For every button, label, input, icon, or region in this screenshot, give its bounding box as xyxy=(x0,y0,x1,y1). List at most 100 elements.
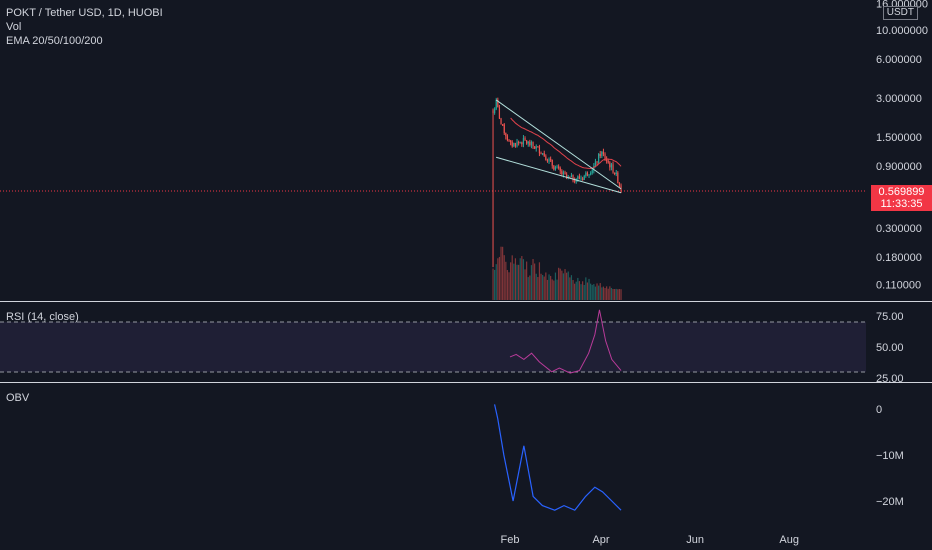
candle-body xyxy=(558,166,560,168)
volume-bar xyxy=(583,284,585,300)
volume-bar xyxy=(542,274,544,300)
chart-legend: POKT / Tether USD, 1D, HUOBI Vol EMA 20/… xyxy=(6,6,163,48)
candle-body xyxy=(594,161,597,166)
price-tick-label: 6.000000 xyxy=(876,54,922,66)
obv-line xyxy=(493,404,622,511)
volume-bar xyxy=(535,273,537,300)
candle-body xyxy=(551,159,553,166)
volume-bar xyxy=(566,272,568,300)
volume-bar xyxy=(590,283,592,300)
candle-body xyxy=(618,182,621,186)
volume-bar xyxy=(530,265,533,300)
obv-tick-label: −10M xyxy=(876,450,904,462)
price-tick-label: 10.000000 xyxy=(876,25,928,37)
candle-body xyxy=(583,175,585,180)
candle-body xyxy=(598,153,600,163)
candle-body xyxy=(614,172,616,174)
bar-countdown: 11:33:35 xyxy=(880,198,923,210)
candle-body xyxy=(556,166,558,168)
obv-legend[interactable]: OBV xyxy=(6,392,30,404)
candle-body xyxy=(530,141,533,146)
volume-bar xyxy=(615,288,617,300)
volume-bar xyxy=(582,281,584,300)
candle-body xyxy=(574,180,576,182)
candle-body xyxy=(578,176,581,179)
candle-body xyxy=(586,172,589,176)
volume-bar xyxy=(594,286,597,300)
rsi-legend[interactable]: RSI (14, close) xyxy=(6,311,79,323)
candle-body xyxy=(494,108,496,114)
volume-bar xyxy=(518,264,520,300)
price-axis[interactable]: 16.000000 10.000000 6.000000 3.000000 1.5000… xyxy=(876,0,928,292)
volume-bar xyxy=(497,258,499,300)
volume-bar xyxy=(575,281,577,300)
candle-body xyxy=(615,172,617,174)
candle-body xyxy=(522,138,525,145)
volume-bar xyxy=(564,269,566,300)
volume-bar xyxy=(494,269,496,300)
volume-bar xyxy=(572,280,574,300)
price-tick-label: 1.500000 xyxy=(876,132,922,144)
volume-bar xyxy=(602,286,605,300)
candle-body xyxy=(620,185,622,191)
volume-bar xyxy=(596,283,598,300)
candle-body xyxy=(570,175,573,177)
volume-bar xyxy=(561,270,563,300)
trendline[interactable] xyxy=(495,99,622,190)
volume-bar xyxy=(598,285,600,300)
time-tick-label: Apr xyxy=(592,534,609,546)
volume-bar xyxy=(553,280,555,300)
time-tick-label: Aug xyxy=(779,534,799,546)
candle-body xyxy=(590,173,592,175)
volume-bar xyxy=(551,279,553,300)
candle-body xyxy=(564,172,566,175)
volume-bar xyxy=(617,289,619,300)
volume-bar xyxy=(548,274,550,300)
volume-bar xyxy=(610,287,613,300)
vol-indicator-label[interactable]: Vol xyxy=(6,21,22,33)
price-tick-label: 3.000000 xyxy=(876,93,922,105)
price-tick-label: 0.900000 xyxy=(876,161,922,173)
currency-badge[interactable]: USDT xyxy=(882,6,918,20)
volume-bar xyxy=(554,272,557,300)
candle-body xyxy=(502,124,504,126)
last-price-value: 0.569899 xyxy=(878,186,925,198)
trendlines xyxy=(495,99,622,194)
obv-pane[interactable]: 0 −10M −20M Feb Apr Jun Aug xyxy=(0,383,932,550)
rsi-line xyxy=(509,309,622,374)
symbol-title[interactable]: POKT / Tether USD, 1D, HUOBI xyxy=(6,7,163,19)
volume-bar xyxy=(601,287,603,300)
candle-body xyxy=(606,158,608,162)
candle-body xyxy=(548,158,550,162)
volume-bar xyxy=(526,261,528,300)
trendline[interactable] xyxy=(495,156,622,194)
volume-bar xyxy=(618,289,621,300)
ema-indicator-label[interactable]: EMA 20/50/100/200 xyxy=(6,35,103,47)
volume-bar xyxy=(586,282,589,300)
obv-axis[interactable]: 0 −10M −20M xyxy=(876,404,904,508)
candle-body xyxy=(562,172,565,175)
volume-bar xyxy=(522,259,525,300)
volume-bars xyxy=(492,246,622,300)
volume-bar xyxy=(570,275,573,300)
rsi-tick-label: 50.00 xyxy=(876,342,904,354)
candle-body xyxy=(607,161,609,163)
candle-body xyxy=(524,138,526,141)
rsi-pane[interactable]: 75.00 50.00 25.00 xyxy=(0,302,932,382)
candle-body xyxy=(554,167,557,170)
volume-bar xyxy=(527,277,529,300)
pane-separator[interactable] xyxy=(0,301,932,302)
volume-bar xyxy=(538,262,541,300)
volume-bar xyxy=(516,264,518,300)
time-axis[interactable]: Feb Apr Jun Aug xyxy=(501,534,799,546)
volume-bar xyxy=(543,276,545,300)
volume-bar xyxy=(620,289,622,300)
rsi-axis[interactable]: 75.00 50.00 25.00 xyxy=(876,311,904,382)
candle-body xyxy=(588,174,590,176)
price-pane[interactable]: 16.000000 10.000000 6.000000 3.000000 1.5000… xyxy=(0,0,932,301)
candle-body xyxy=(497,99,499,108)
time-tick-label: Feb xyxy=(501,534,520,546)
pane-separator-2[interactable] xyxy=(0,382,932,383)
volume-bar xyxy=(578,281,581,300)
volume-bar xyxy=(532,259,534,300)
